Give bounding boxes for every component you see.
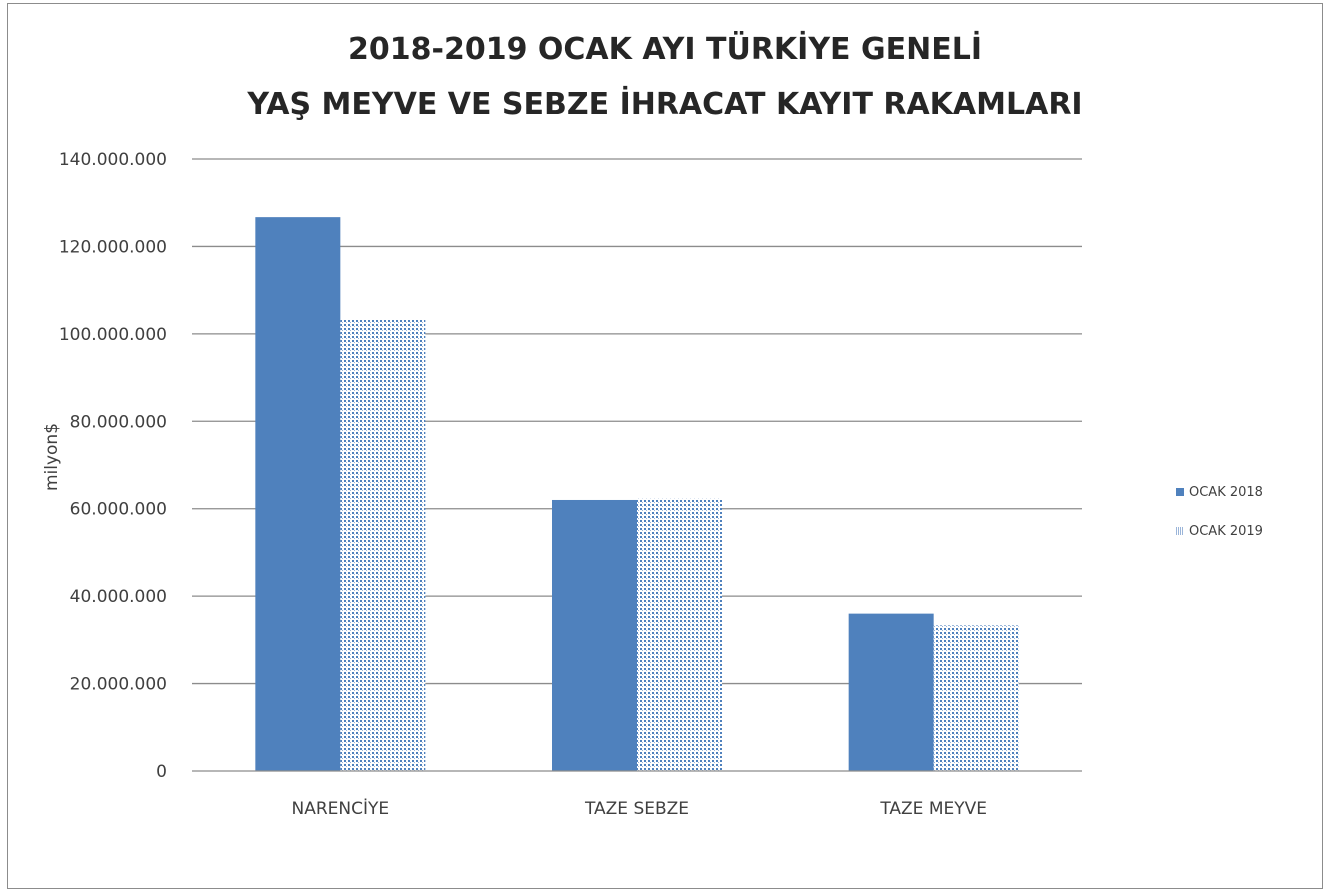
chart-title-line-2: YAŞ MEYVE VE SEBZE İHRACAT KAYIT RAKAMLA… bbox=[247, 87, 1083, 122]
y-tick-label: 100.000.000 bbox=[59, 325, 167, 345]
x-category-label: TAZE SEBZE bbox=[584, 799, 689, 819]
y-tick-label: 120.000.000 bbox=[59, 237, 167, 257]
legend-swatch bbox=[1176, 488, 1184, 496]
legend-item: OCAK 2018 bbox=[1176, 482, 1316, 502]
legend-swatch bbox=[1176, 527, 1184, 535]
bar-ocak-2019-0 bbox=[340, 319, 426, 771]
y-tick-label: 40.000.000 bbox=[70, 587, 167, 607]
axes: 0 20.000.000 40.000.000 60.000.000 80.000.00… bbox=[59, 150, 1082, 819]
x-category-label: NARENCİYE bbox=[292, 798, 390, 819]
bar-ocak-2018-2 bbox=[848, 613, 934, 771]
x-category-label: TAZE MEYVE bbox=[879, 799, 987, 819]
y-tick-label: 60.000.000 bbox=[70, 500, 167, 520]
legend-label: OCAK 2018 bbox=[1189, 484, 1263, 500]
y-tick-label: 80.000.000 bbox=[70, 412, 167, 432]
bars bbox=[255, 217, 1019, 771]
bar-ocak-2018-1 bbox=[552, 499, 637, 771]
bar-ocak-2019-1 bbox=[637, 498, 722, 771]
legend: OCAK 2018 OCAK 2019 bbox=[1176, 482, 1316, 560]
y-tick-label: 140.000.000 bbox=[59, 150, 167, 170]
legend-label: OCAK 2019 bbox=[1189, 523, 1263, 539]
chart-title-line-1: 2018-2019 OCAK AYI TÜRKİYE GENELİ bbox=[348, 32, 982, 67]
y-tick-label: 20.000.000 bbox=[70, 675, 167, 695]
y-axis-title: milyon$ bbox=[42, 423, 62, 491]
y-tick-label: 0 bbox=[156, 762, 167, 782]
bar-ocak-2018-0 bbox=[255, 217, 341, 771]
legend-item: OCAK 2019 bbox=[1176, 521, 1316, 541]
bar-ocak-2019-2 bbox=[933, 625, 1019, 771]
chart-title: 2018-2019 OCAK AYI TÜRKİYE GENELİ YAŞ ME… bbox=[0, 22, 1330, 132]
